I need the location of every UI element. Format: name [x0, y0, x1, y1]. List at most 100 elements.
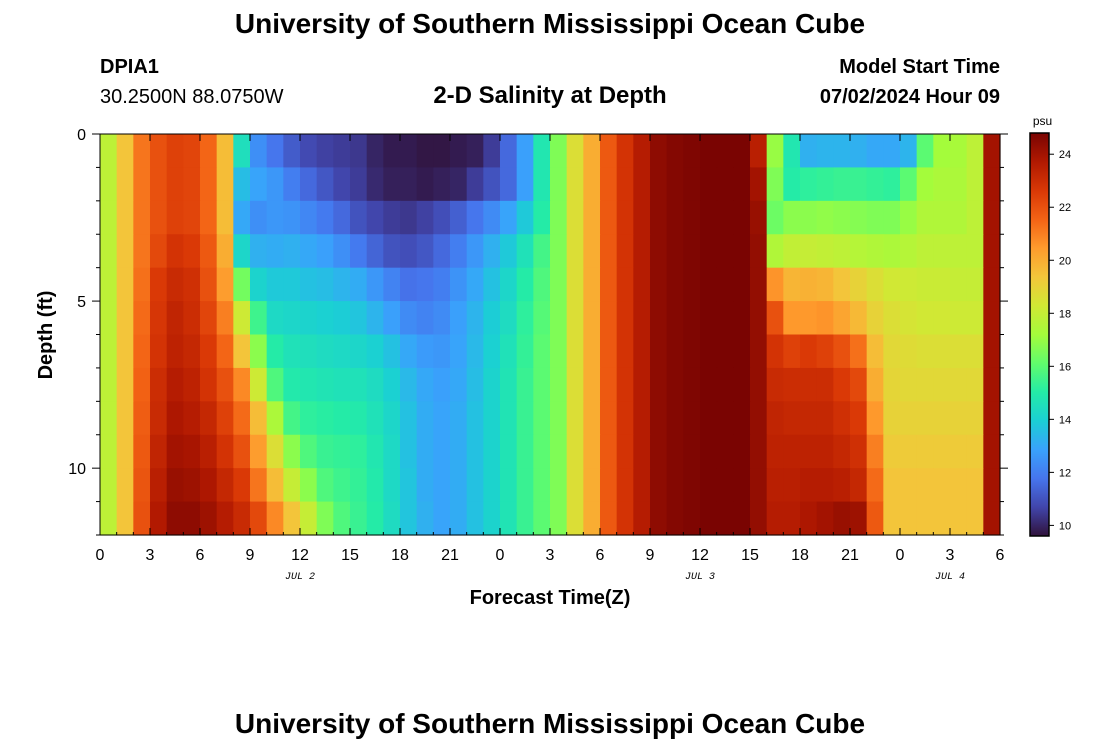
heatmap-cell: [366, 267, 384, 302]
x-tick-label: 21: [441, 547, 459, 564]
heatmap-cell: [650, 167, 668, 202]
heatmap-cell: [533, 267, 551, 302]
heatmap-cell: [366, 367, 384, 402]
heatmap-cell: [600, 267, 618, 302]
heatmap-cell: [333, 267, 351, 302]
colorbar-tick-label: 10: [1059, 520, 1071, 532]
heatmap-cell: [866, 367, 884, 402]
heatmap-cell: [300, 334, 318, 369]
heatmap-cell: [200, 334, 218, 369]
heatmap-cell: [133, 301, 151, 336]
heatmap-cell: [616, 267, 634, 302]
heatmap-cell: [216, 367, 234, 402]
heatmap-cell: [683, 334, 701, 369]
heatmap-cell: [783, 200, 801, 235]
heatmap-cell: [683, 501, 701, 536]
heatmap-cell: [283, 401, 301, 436]
heatmap-cell: [950, 367, 968, 402]
heatmap-cell: [916, 334, 934, 369]
heatmap-cell: [233, 301, 251, 336]
heatmap-cell: [883, 200, 901, 235]
x-tick-label: 15: [341, 547, 359, 564]
heatmap-cell: [266, 334, 284, 369]
heatmap-cell: [283, 134, 301, 169]
heatmap-cell: [200, 367, 218, 402]
heatmap-cell: [316, 234, 334, 269]
heatmap-cell: [683, 367, 701, 402]
heatmap-cell: [616, 301, 634, 336]
heatmap-cell: [933, 434, 951, 469]
heatmap-cell: [783, 334, 801, 369]
heatmap-cell: [300, 234, 318, 269]
colorbar-tick-label: 16: [1059, 361, 1071, 373]
heatmap-cell: [116, 267, 134, 302]
colorbar-tick-label: 22: [1059, 202, 1071, 214]
heatmap-cell: [333, 434, 351, 469]
heatmap-cell: [516, 501, 534, 536]
heatmap-cell: [466, 134, 484, 169]
heatmap-cell: [116, 501, 134, 536]
heatmap-cell: [383, 267, 401, 302]
heatmap-cell: [750, 468, 768, 503]
heatmap-cell: [466, 401, 484, 436]
heatmap-cell: [250, 367, 268, 402]
heatmap-cell: [283, 468, 301, 503]
heatmap-cell: [883, 167, 901, 202]
heatmap-cell: [433, 301, 451, 336]
heatmap-cell: [850, 234, 868, 269]
heatmap-cell: [633, 301, 651, 336]
heatmap-cell: [566, 200, 584, 235]
heatmap-cell: [800, 468, 818, 503]
heatmap-cell: [916, 501, 934, 536]
heatmap-cell: [766, 434, 784, 469]
heatmap-cell: [533, 301, 551, 336]
heatmap-cell: [266, 167, 284, 202]
heatmap-cell: [566, 267, 584, 302]
heatmap-cell: [816, 434, 834, 469]
heatmap-cell: [833, 167, 851, 202]
heatmap-cell: [866, 501, 884, 536]
x-tick-label: 15: [741, 547, 759, 564]
heatmap-cell: [416, 401, 434, 436]
heatmap-cell: [183, 267, 201, 302]
heatmap-cell: [900, 434, 918, 469]
heatmap-cell: [716, 167, 734, 202]
heatmap-cell: [433, 267, 451, 302]
heatmap-cell: [600, 501, 618, 536]
heatmap-cell: [950, 334, 968, 369]
heatmap-cell: [383, 301, 401, 336]
heatmap-cell: [750, 234, 768, 269]
heatmap-cell: [366, 167, 384, 202]
heatmap-cell: [550, 167, 568, 202]
heatmap-cell: [716, 468, 734, 503]
heatmap-cell: [850, 301, 868, 336]
heatmap-cell: [183, 434, 201, 469]
heatmap-cell: [333, 401, 351, 436]
x-tick-label: 12: [291, 547, 309, 564]
heatmap-cell: [583, 501, 601, 536]
heatmap-cell: [400, 301, 418, 336]
heatmap-cell: [633, 267, 651, 302]
x-tick-label: 6: [196, 547, 205, 564]
heatmap-cell: [350, 401, 368, 436]
heatmap-cell: [183, 301, 201, 336]
heatmap-cell: [150, 434, 168, 469]
heatmap-cell: [283, 367, 301, 402]
heatmap-cell: [233, 468, 251, 503]
heatmap-cell: [400, 468, 418, 503]
heatmap-cell: [166, 501, 184, 536]
heatmap-cell: [700, 367, 718, 402]
heatmap-cell: [816, 167, 834, 202]
heatmap-cell: [500, 468, 518, 503]
heatmap-cell: [233, 200, 251, 235]
heatmap-cell: [850, 367, 868, 402]
heatmap-cell: [633, 167, 651, 202]
heatmap-cell: [583, 200, 601, 235]
heatmap-cell: [333, 367, 351, 402]
heatmap-cell: [883, 301, 901, 336]
heatmap-cell: [650, 200, 668, 235]
heatmap-cell: [866, 134, 884, 169]
heatmap-cell: [433, 334, 451, 369]
heatmap-cell: [250, 134, 268, 169]
heatmap-cell: [633, 334, 651, 369]
